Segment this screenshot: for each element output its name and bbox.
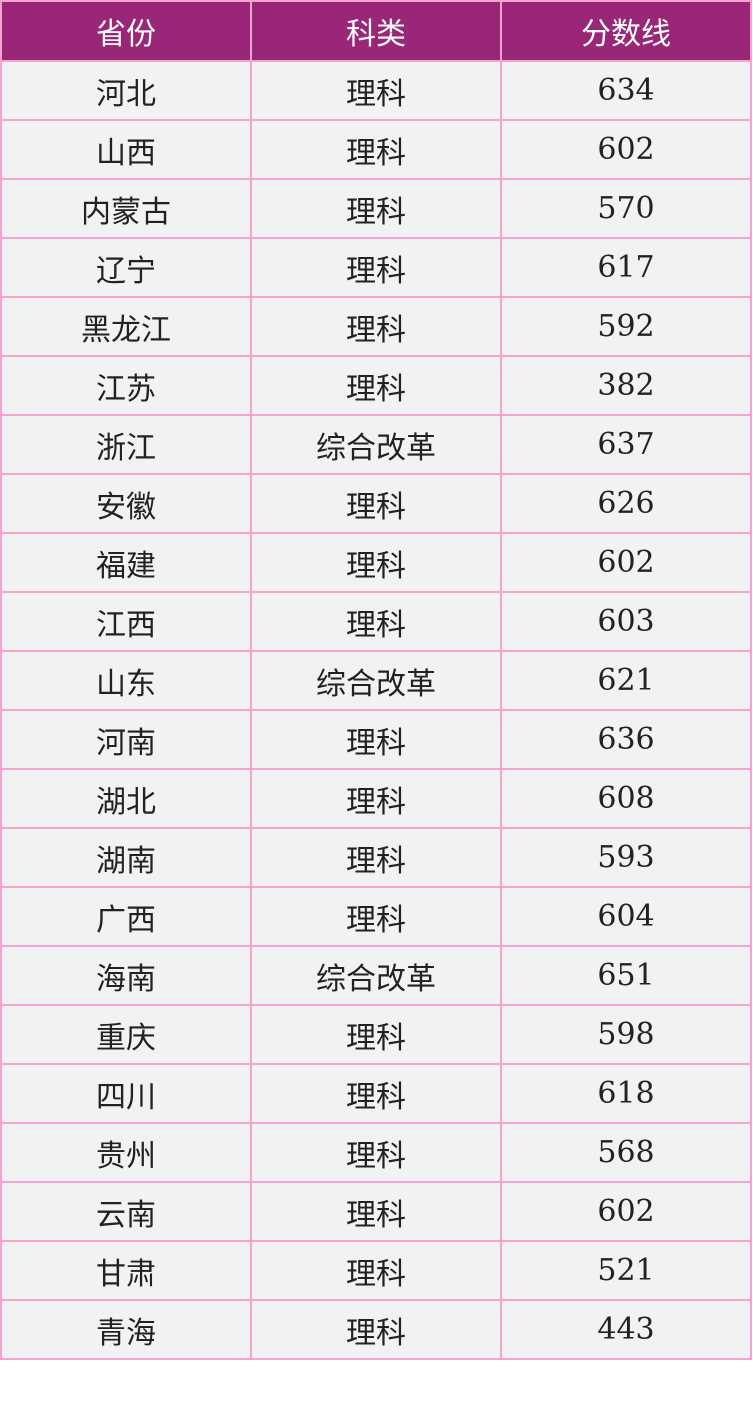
score-cell: 593 [500, 827, 752, 888]
score-cell: 618 [500, 1063, 752, 1124]
table-row: 四川 理科 618 [0, 1063, 752, 1124]
category-cell: 理科 [250, 296, 502, 357]
header-province: 省份 [0, 0, 252, 62]
header-score: 分数线 [500, 0, 752, 62]
province-cell: 江西 [0, 591, 252, 652]
province-cell: 四川 [0, 1063, 252, 1124]
category-cell: 综合改革 [250, 414, 502, 475]
table-row: 海南 综合改革 651 [0, 945, 752, 1006]
category-cell: 理科 [250, 355, 502, 416]
table-row: 青海 理科 443 [0, 1299, 752, 1360]
score-cell: 521 [500, 1240, 752, 1301]
score-table: 省份 科类 分数线 河北 理科 634 山西 理科 602 内蒙古 理科 570 辽宁 理科 617 黑… [0, 0, 752, 1360]
score-cell: 636 [500, 709, 752, 770]
table-row: 内蒙古 理科 570 [0, 178, 752, 239]
score-cell: 621 [500, 650, 752, 711]
province-cell: 福建 [0, 532, 252, 593]
province-cell: 山西 [0, 119, 252, 180]
score-cell: 602 [500, 532, 752, 593]
score-cell: 598 [500, 1004, 752, 1065]
province-cell: 湖北 [0, 768, 252, 829]
province-cell: 内蒙古 [0, 178, 252, 239]
category-cell: 理科 [250, 1063, 502, 1124]
category-cell: 理科 [250, 1181, 502, 1242]
province-cell: 黑龙江 [0, 296, 252, 357]
category-cell: 理科 [250, 827, 502, 888]
province-cell: 安徽 [0, 473, 252, 534]
province-cell: 海南 [0, 945, 252, 1006]
table-row: 辽宁 理科 617 [0, 237, 752, 298]
category-cell: 综合改革 [250, 945, 502, 1006]
score-cell: 626 [500, 473, 752, 534]
category-cell: 理科 [250, 886, 502, 947]
score-cell: 568 [500, 1122, 752, 1183]
table-row: 湖南 理科 593 [0, 827, 752, 888]
province-cell: 甘肃 [0, 1240, 252, 1301]
table-row: 江苏 理科 382 [0, 355, 752, 416]
category-cell: 理科 [250, 591, 502, 652]
province-cell: 浙江 [0, 414, 252, 475]
province-cell: 广西 [0, 886, 252, 947]
province-cell: 湖南 [0, 827, 252, 888]
table-row: 贵州 理科 568 [0, 1122, 752, 1183]
table-row: 重庆 理科 598 [0, 1004, 752, 1065]
category-cell: 理科 [250, 178, 502, 239]
header-row: 省份 科类 分数线 [0, 0, 752, 62]
category-cell: 理科 [250, 768, 502, 829]
province-cell: 云南 [0, 1181, 252, 1242]
table-row: 福建 理科 602 [0, 532, 752, 593]
category-cell: 理科 [250, 60, 502, 121]
table-row: 河南 理科 636 [0, 709, 752, 770]
score-cell: 592 [500, 296, 752, 357]
category-cell: 理科 [250, 1240, 502, 1301]
score-cell: 637 [500, 414, 752, 475]
score-cell: 382 [500, 355, 752, 416]
score-cell: 651 [500, 945, 752, 1006]
table-row: 云南 理科 602 [0, 1181, 752, 1242]
score-cell: 608 [500, 768, 752, 829]
score-cell: 603 [500, 591, 752, 652]
category-cell: 理科 [250, 473, 502, 534]
score-cell: 617 [500, 237, 752, 298]
table-row: 黑龙江 理科 592 [0, 296, 752, 357]
category-cell: 理科 [250, 237, 502, 298]
table-row: 河北 理科 634 [0, 60, 752, 121]
province-cell: 河北 [0, 60, 252, 121]
category-cell: 理科 [250, 532, 502, 593]
score-cell: 602 [500, 1181, 752, 1242]
province-cell: 重庆 [0, 1004, 252, 1065]
table-row: 广西 理科 604 [0, 886, 752, 947]
table-row: 浙江 综合改革 637 [0, 414, 752, 475]
province-cell: 青海 [0, 1299, 252, 1360]
category-cell: 理科 [250, 709, 502, 770]
score-cell: 443 [500, 1299, 752, 1360]
category-cell: 理科 [250, 1299, 502, 1360]
category-cell: 理科 [250, 1004, 502, 1065]
category-cell: 理科 [250, 119, 502, 180]
province-cell: 江苏 [0, 355, 252, 416]
province-cell: 贵州 [0, 1122, 252, 1183]
category-cell: 综合改革 [250, 650, 502, 711]
score-cell: 604 [500, 886, 752, 947]
score-cell: 570 [500, 178, 752, 239]
province-cell: 河南 [0, 709, 252, 770]
table-row: 甘肃 理科 521 [0, 1240, 752, 1301]
table-row: 湖北 理科 608 [0, 768, 752, 829]
table-row: 山西 理科 602 [0, 119, 752, 180]
table-body: 河北 理科 634 山西 理科 602 内蒙古 理科 570 辽宁 理科 617 黑龙江 理科 592 江苏理… [0, 60, 752, 1360]
header-category: 科类 [250, 0, 502, 62]
table-row: 安徽 理科 626 [0, 473, 752, 534]
score-cell: 602 [500, 119, 752, 180]
table-row: 江西 理科 603 [0, 591, 752, 652]
province-cell: 辽宁 [0, 237, 252, 298]
category-cell: 理科 [250, 1122, 502, 1183]
table-row: 山东 综合改革 621 [0, 650, 752, 711]
province-cell: 山东 [0, 650, 252, 711]
score-cell: 634 [500, 60, 752, 121]
